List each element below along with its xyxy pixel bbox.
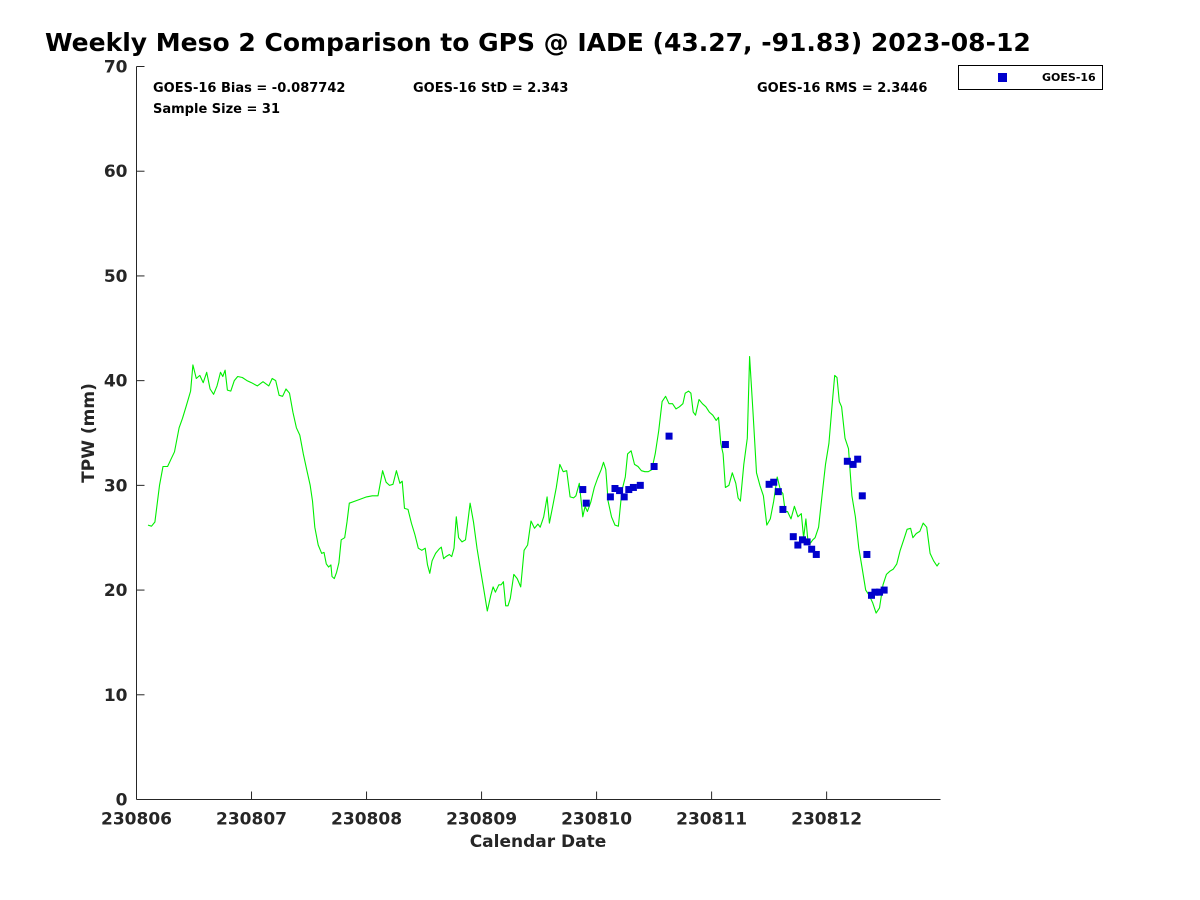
legend: GOES-16 (958, 65, 1103, 90)
goes16-point (808, 545, 816, 553)
goes16-point (774, 488, 782, 496)
goes16-point (789, 533, 797, 541)
std-stat: GOES-16 StD = 2.343 (413, 81, 568, 96)
goes16-point (779, 505, 787, 513)
goes16-point (854, 455, 862, 463)
x-axis-ticks: 230806 230807 230808 230809 230810 230811 2308… (101, 791, 862, 830)
goes16-point (863, 550, 871, 558)
x-tick-label: 230810 (561, 810, 632, 830)
goes16-point (794, 541, 802, 549)
x-tick-label: 230809 (446, 810, 517, 830)
legend-marker-goes16 (998, 73, 1007, 82)
y-tick-label: 40 (104, 372, 128, 392)
chart-title: Weekly Meso 2 Comparison to GPS @ IADE (… (45, 28, 1031, 57)
goes16-point (770, 478, 778, 486)
x-tick-label: 230812 (791, 810, 862, 830)
sample-size-stat: Sample Size = 31 (153, 102, 280, 117)
goes16-point (620, 493, 628, 501)
goes16-point (812, 550, 820, 558)
goes16-point (625, 486, 633, 494)
y-tick-label: 20 (104, 581, 128, 601)
goes16-point (849, 460, 857, 468)
x-tick-label: 230811 (676, 810, 747, 830)
goes16-point (611, 484, 619, 492)
goes16-point (579, 486, 587, 494)
goes16-point (843, 457, 851, 465)
goes16-point (765, 480, 773, 488)
goes16-point (650, 463, 658, 471)
axes (136, 66, 941, 800)
y-axis-ticks: 0 10 20 30 40 50 60 70 (104, 58, 145, 811)
goes16-point (798, 536, 806, 544)
bias-stat: GOES-16 Bias = -0.087742 (153, 81, 345, 96)
y-axis-label: TPW (mm) (79, 383, 99, 483)
y-tick-label: 30 (104, 476, 128, 496)
y-tick-label: 10 (104, 686, 128, 706)
goes16-point (721, 441, 729, 449)
goes16-point (616, 487, 624, 495)
legend-label-goes16: GOES-16 (1042, 71, 1096, 84)
rms-stat: GOES-16 RMS = 2.3446 (757, 81, 927, 96)
y-tick-label: 0 (116, 791, 128, 811)
goes16-point (606, 493, 614, 501)
goes16-point (871, 588, 879, 596)
goes16-point (636, 481, 644, 489)
y-tick-label: 70 (104, 58, 128, 78)
y-tick-label: 50 (104, 267, 128, 287)
goes16-point (665, 432, 673, 440)
gps-tpw-line (147, 356, 940, 614)
goes16-point (858, 492, 866, 500)
x-axis-label: Calendar Date (470, 832, 607, 852)
goes16-point (803, 538, 811, 546)
x-tick-label: 230806 (101, 810, 172, 830)
goes16-point (582, 499, 590, 507)
goes16-point (629, 483, 637, 491)
x-tick-label: 230807 (216, 810, 287, 830)
y-tick-label: 60 (104, 162, 128, 182)
goes16-point (876, 588, 884, 596)
legend-box (958, 65, 1103, 90)
series-group (147, 356, 940, 614)
x-tick-label: 230808 (331, 810, 402, 830)
plot-area (137, 67, 941, 800)
goes16-point (880, 586, 888, 594)
